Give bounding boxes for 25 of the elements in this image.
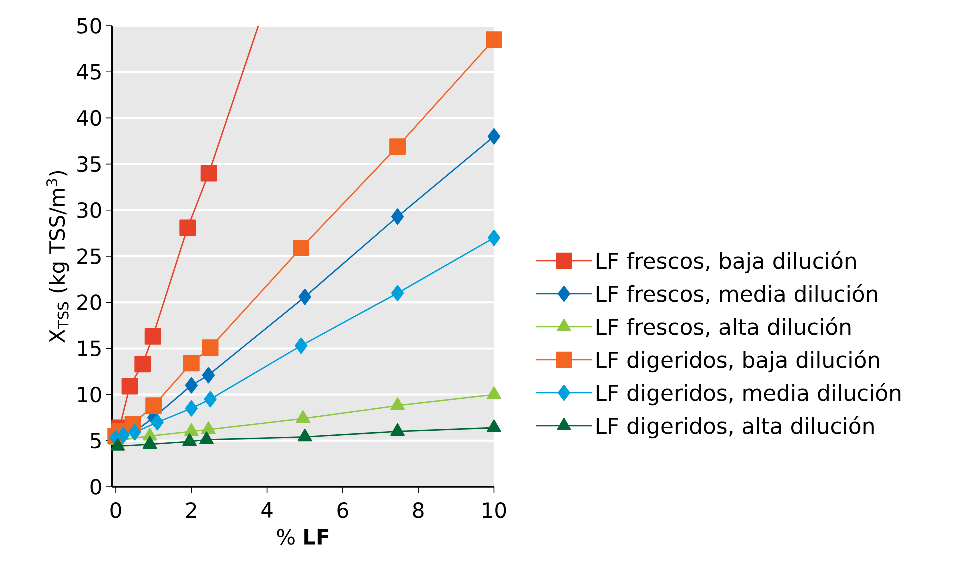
legend-label: LF digeridos, baja dilución [596,350,880,373]
y-tick-label: 30 [78,202,102,218]
legend-label: LF frescos, baja dilución [596,251,856,274]
y-axis-title: X$_{TSS}$ (kg TSS/m$^{3}$) [46,171,70,343]
x-tick-label: 0 [110,502,122,518]
y-tick-label: 25 [78,248,101,264]
y-tick-label: 40 [77,110,102,126]
y-tick-label: 0 [90,479,102,495]
y-tick-label: 5 [90,433,101,449]
x-axis-title: % LF [277,529,329,546]
y-tick-label: 50 [78,18,102,34]
x-tick-label: 2 [186,502,196,518]
x-tick-label: 6 [338,502,348,518]
x-tick-label: 4 [262,502,273,518]
y-tick-label: 20 [78,294,102,311]
legend-label: LF digeridos, media dilución [596,384,901,406]
legend-label: LF frescos, media dilución [596,284,878,305]
y-tick-label: 10 [78,386,102,403]
y-tick-label: 15 [78,340,101,356]
y-tick-label: 35 [78,156,101,172]
x-tick-label: 10 [483,502,506,518]
legend-label: LF digeridos, alta dilución [596,416,874,439]
x-tick-label: 8 [413,502,424,518]
legend-label: LF frescos, alta dilución [596,317,851,338]
y-tick-label: 45 [77,64,101,80]
